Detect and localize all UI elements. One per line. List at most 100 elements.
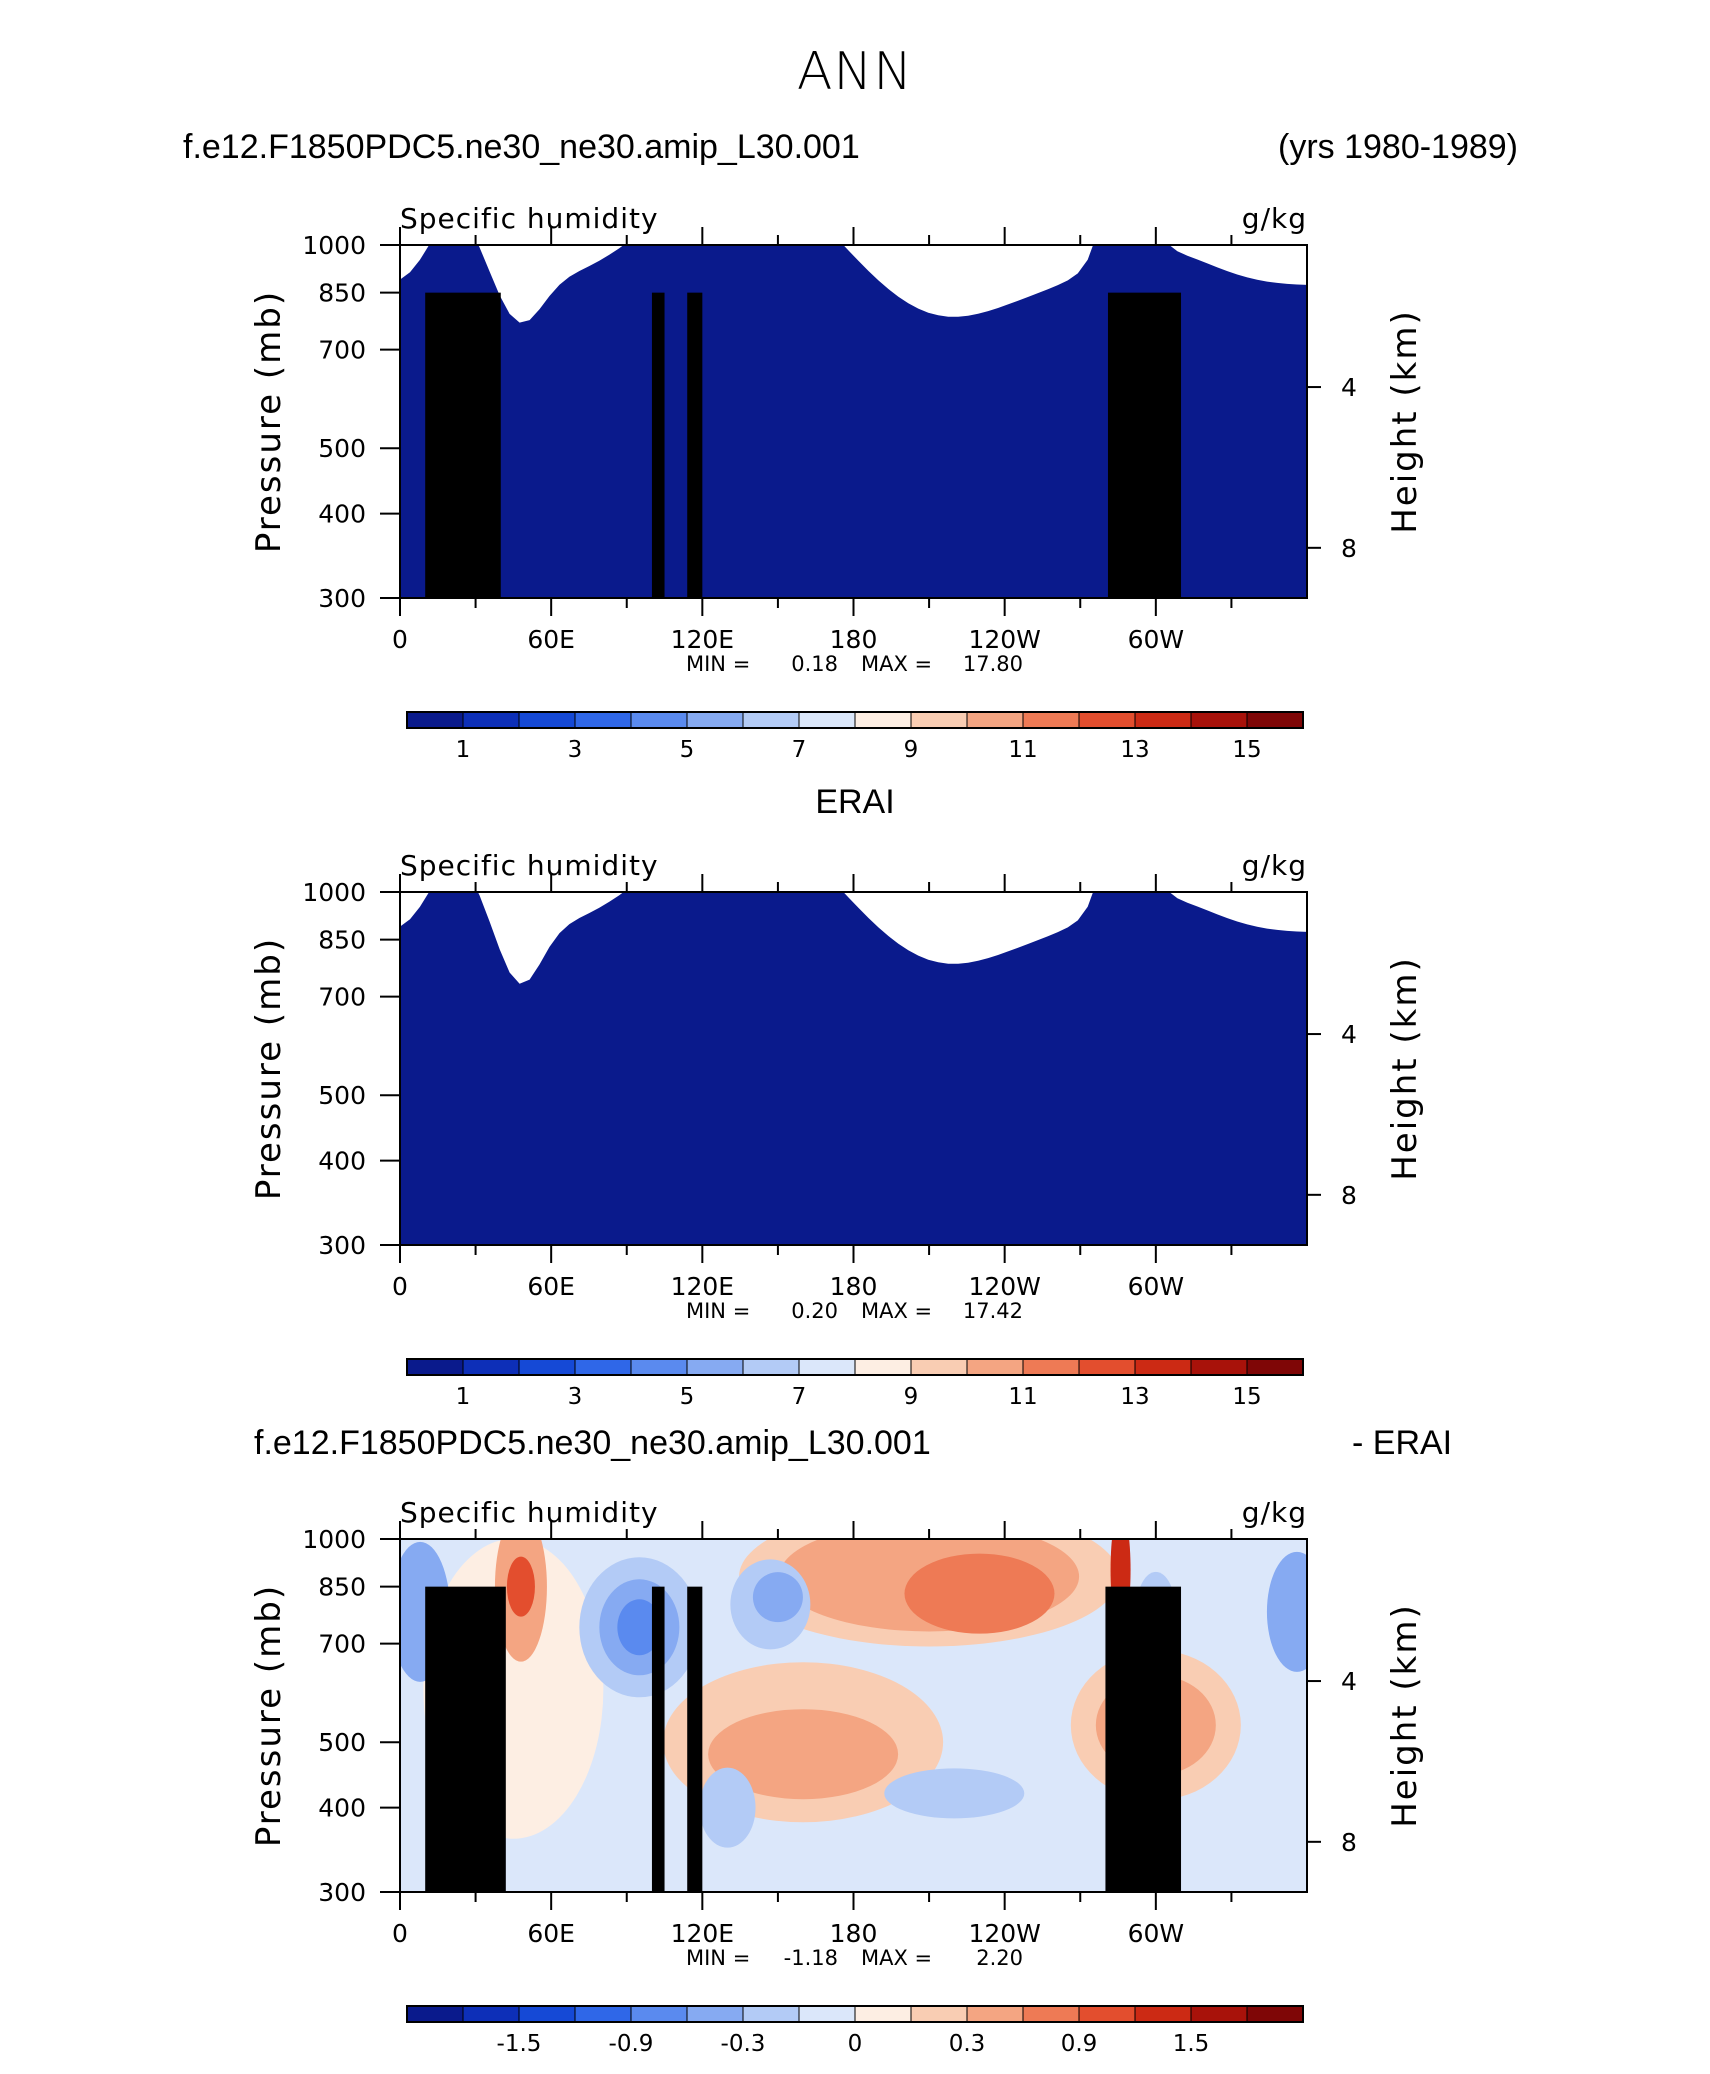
x-tick-label: 60E xyxy=(527,1919,575,1948)
y-right-axis-label: Height (km) xyxy=(1385,956,1425,1181)
colorbar-label: 3 xyxy=(568,737,583,763)
colorbar-label: 0 xyxy=(848,2031,863,2057)
colorbar-label: 11 xyxy=(1008,1384,1037,1410)
obs-title: ERAI xyxy=(815,783,895,821)
colorbar-label: 5 xyxy=(680,1384,695,1410)
years-label: (yrs 1980-1989) xyxy=(1278,128,1519,166)
colorbar-swatch xyxy=(1134,1358,1192,1376)
variable-label: Specific humidity xyxy=(400,202,659,235)
colorbar-swatch xyxy=(518,2005,576,2023)
contour-band xyxy=(400,245,1307,598)
x-tick-label: 60E xyxy=(527,1272,575,1301)
x-tick-label: 0 xyxy=(392,1272,408,1301)
y-tick-label: 400 xyxy=(318,1794,366,1823)
colorbar-swatch xyxy=(1022,2005,1080,2023)
topography-block xyxy=(1105,1586,1182,1892)
stat-max-label: MAX = xyxy=(861,652,932,676)
colorbar-frame xyxy=(406,711,1304,729)
colorbar-swatch xyxy=(910,2005,968,2023)
colorbar-swatch xyxy=(462,711,520,729)
stat-max-value: 17.42 xyxy=(963,1299,1023,1323)
y-right-tick-label: 4 xyxy=(1341,1020,1357,1049)
colorbar-swatch xyxy=(854,711,912,729)
colorbar-label: 1 xyxy=(456,737,471,763)
y-tick-label: 850 xyxy=(318,926,366,955)
colorbar-swatch xyxy=(742,1358,800,1376)
x-tick-label: 60W xyxy=(1128,1919,1185,1948)
topography-block xyxy=(1107,292,1182,598)
model-panel: Specific humidity g/kg3004005007008501000… xyxy=(249,202,1425,763)
y-tick-label: 300 xyxy=(318,584,366,613)
colorbar-swatch xyxy=(630,711,688,729)
y-tick-label: 500 xyxy=(318,1081,366,1110)
colorbar-swatch xyxy=(966,1358,1024,1376)
x-tick-label: 120E xyxy=(671,1272,735,1301)
y-axis-label: Pressure (mb) xyxy=(249,1584,289,1847)
stat-max-value: 17.80 xyxy=(963,652,1023,676)
colorbar-swatch xyxy=(798,2005,856,2023)
colorbar-swatch xyxy=(462,1358,520,1376)
colorbar-frame xyxy=(406,2005,1304,2023)
contour-band xyxy=(904,1553,1055,1634)
field xyxy=(400,1539,1307,1892)
colorbar-label: -1.5 xyxy=(497,2031,542,2057)
colorbar-swatch xyxy=(630,2005,688,2023)
colorbar-swatch xyxy=(854,1358,912,1376)
y-tick-label: 700 xyxy=(318,1630,366,1659)
contour-band xyxy=(708,1709,899,1800)
y-tick-label: 300 xyxy=(318,1231,366,1260)
colorbar-swatch xyxy=(1022,711,1080,729)
y-axis-label: Pressure (mb) xyxy=(249,937,289,1200)
y-right-axis-label: Height (km) xyxy=(1385,1603,1425,1828)
x-tick-label: 180 xyxy=(830,1272,878,1301)
colorbar-label: 15 xyxy=(1232,1384,1261,1410)
contour-band xyxy=(699,1767,756,1848)
y-tick-label: 500 xyxy=(318,434,366,463)
x-tick-label: 60E xyxy=(527,625,575,654)
colorbar-swatch xyxy=(1022,1358,1080,1376)
colorbar-swatch xyxy=(686,711,744,729)
colorbar-swatch xyxy=(686,2005,744,2023)
colorbar-label: -0.3 xyxy=(721,2031,766,2057)
field xyxy=(400,892,1307,1245)
y-right-tick-label: 8 xyxy=(1341,534,1357,563)
colorbar-label: 7 xyxy=(792,1384,807,1410)
colorbar-swatch xyxy=(574,2005,632,2023)
colorbar-swatch xyxy=(574,711,632,729)
y-tick-label: 700 xyxy=(318,336,366,365)
colorbar-label: 9 xyxy=(904,737,919,763)
difference-panel: Specific humidity g/kg3004005007008501000… xyxy=(249,1496,1425,2057)
x-tick-label: 180 xyxy=(830,625,878,654)
colorbar-swatch xyxy=(406,1358,464,1376)
colorbar-swatch xyxy=(1078,1358,1136,1376)
colorbar-swatch xyxy=(462,2005,520,2023)
colorbar-label: 0.9 xyxy=(1061,2031,1098,2057)
colorbar-label: 0.3 xyxy=(949,2031,986,2057)
y-tick-label: 850 xyxy=(318,1573,366,1602)
topography-block xyxy=(651,292,665,598)
y-right-tick-label: 4 xyxy=(1341,1667,1357,1696)
stat-max-value: 2.20 xyxy=(976,1946,1023,1970)
stat-max-label: MAX = xyxy=(861,1946,932,1970)
colorbar-swatch xyxy=(686,1358,744,1376)
colorbar-swatch xyxy=(1246,2005,1304,2023)
units-label: g/kg xyxy=(1242,1496,1307,1529)
topography-block xyxy=(687,292,703,598)
colorbar-swatch xyxy=(630,1358,688,1376)
x-tick-label: 60W xyxy=(1128,1272,1185,1301)
stat-min-value: 0.18 xyxy=(791,652,838,676)
colorbar-swatch xyxy=(798,711,856,729)
colorbar-swatch xyxy=(1190,711,1248,729)
colorbar-swatch xyxy=(1190,1358,1248,1376)
y-tick-label: 400 xyxy=(318,500,366,529)
colorbar-swatch xyxy=(1078,2005,1136,2023)
diff-suffix: - ERAI xyxy=(1352,1424,1453,1462)
colorbar-swatch xyxy=(518,711,576,729)
topography-block xyxy=(470,325,496,598)
colorbar-label: 9 xyxy=(904,1384,919,1410)
contour-band xyxy=(884,1768,1025,1819)
y-right-tick-label: 4 xyxy=(1341,373,1357,402)
contour-band xyxy=(1266,1551,1307,1672)
colorbar-swatch xyxy=(574,1358,632,1376)
